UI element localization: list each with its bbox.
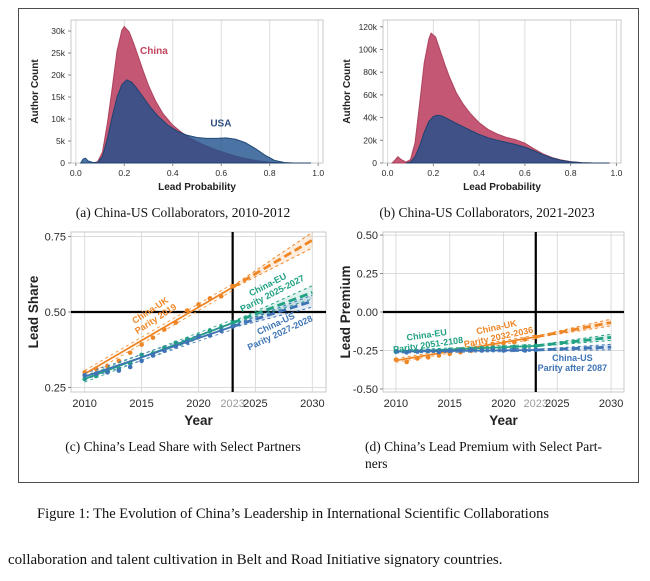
- svg-text:2023: 2023: [220, 398, 244, 410]
- svg-text:Author Count: Author Count: [342, 59, 353, 124]
- svg-text:2015: 2015: [129, 398, 153, 410]
- svg-text:30k: 30k: [51, 26, 65, 36]
- svg-text:0.6: 0.6: [215, 168, 227, 178]
- subcaption-a: (a) China-US Collaborators, 2010-2012: [75, 205, 291, 220]
- density-chart-b: 0 20k 40k 60k 80k 100k 120k 0.0 0.2 0.4 0.6 0.8 1.0 L…: [342, 19, 623, 193]
- figure-caption: Figure 1: The Evolution of China’s Leade…: [37, 506, 549, 522]
- svg-text:0.2: 0.2: [427, 168, 439, 178]
- svg-text:0.00: 0.00: [357, 307, 378, 319]
- svg-text:2030: 2030: [599, 398, 623, 410]
- svg-text:0.8: 0.8: [264, 168, 276, 178]
- svg-text:China-USParity after 2087: China-US Parity after 2087: [538, 353, 608, 373]
- svg-text:0.6: 0.6: [519, 168, 531, 178]
- svg-text:2010: 2010: [72, 398, 96, 410]
- svg-text:0.2: 0.2: [118, 168, 130, 178]
- subcaption-c: (c) China’s Lead Share with Select Partn…: [65, 439, 301, 454]
- svg-text:100k: 100k: [359, 45, 378, 55]
- svg-text:Lead Probability: Lead Probability: [463, 182, 541, 193]
- svg-text:0.0: 0.0: [382, 168, 394, 178]
- svg-text:2030: 2030: [300, 398, 324, 410]
- svg-text:2010: 2010: [384, 398, 408, 410]
- svg-text:Author Count: Author Count: [30, 59, 41, 124]
- svg-text:10k: 10k: [51, 114, 65, 124]
- svg-text:Year: Year: [184, 413, 213, 428]
- svg-text:2015: 2015: [437, 398, 461, 410]
- svg-text:20k: 20k: [51, 70, 65, 80]
- svg-text:Lead Probability: Lead Probability: [158, 182, 236, 193]
- svg-text:0.50: 0.50: [357, 230, 378, 242]
- svg-text:2023: 2023: [524, 398, 548, 410]
- svg-text:80k: 80k: [363, 67, 377, 77]
- svg-text:2025: 2025: [243, 398, 267, 410]
- panel-d: China-UKParity 2032-2036 China-EUParity 2…: [339, 225, 635, 472]
- svg-text:0: 0: [372, 158, 377, 168]
- svg-text:60k: 60k: [363, 90, 377, 100]
- body-text: collaboration and talent cultivation in …: [8, 552, 503, 568]
- panel-b: 0 20k 40k 60k 80k 100k 120k 0.0 0.2 0.4 0.6 0.8 1.0 L…: [339, 13, 635, 221]
- svg-text:0: 0: [60, 158, 65, 168]
- svg-text:2020: 2020: [186, 398, 210, 410]
- svg-text:Lead Share: Lead Share: [27, 275, 41, 348]
- svg-text:2025: 2025: [545, 398, 569, 410]
- svg-text:1.0: 1.0: [611, 168, 623, 178]
- subcaption-d-line1: (d) China’s Lead Premium with Select Par…: [365, 439, 602, 454]
- svg-text:120k: 120k: [359, 22, 378, 32]
- figure-bottom-row: China-UKParity 2019 China-EUParity 2025-2…: [27, 225, 638, 472]
- panel-a: 0 5k 10k 15k 20k 25k 30k 0.0 0.2 0.4 0.6 0.8 1.0 Lead…: [27, 13, 339, 221]
- subcaption-b: (b) China-US Collaborators, 2021-2023: [379, 205, 595, 220]
- svg-text:15k: 15k: [51, 92, 65, 102]
- svg-text:-0.25: -0.25: [353, 345, 378, 357]
- svg-text:0.8: 0.8: [565, 168, 577, 178]
- svg-text:40k: 40k: [363, 113, 377, 123]
- svg-text:China-UKParity 2019: China-UKParity 2019: [128, 293, 179, 336]
- svg-text:0.25: 0.25: [357, 269, 378, 281]
- svg-text:0.4: 0.4: [167, 168, 179, 178]
- density-chart-a: 0 5k 10k 15k 20k 25k 30k 0.0 0.2 0.4 0.6 0.8 1.0 Lead…: [30, 19, 324, 193]
- svg-text:0.0: 0.0: [70, 168, 82, 178]
- svg-text:USA: USA: [210, 118, 231, 129]
- svg-text:-0.50: -0.50: [353, 384, 378, 396]
- svg-text:0.50: 0.50: [45, 307, 66, 319]
- svg-text:1.0: 1.0: [312, 168, 324, 178]
- panel-c: China-UKParity 2019 China-EUParity 2025-2…: [27, 225, 339, 455]
- svg-text:0.4: 0.4: [473, 168, 485, 178]
- svg-text:25k: 25k: [51, 48, 65, 58]
- subcaption-d: (d) China’s Lead Premium with Select Par…: [339, 438, 635, 472]
- figure-top-row: 0 5k 10k 15k 20k 25k 30k 0.0 0.2 0.4 0.6 0.8 1.0 Lead…: [27, 13, 638, 221]
- svg-text:2020: 2020: [491, 398, 515, 410]
- svg-text:China: China: [140, 46, 168, 57]
- svg-text:20k: 20k: [363, 135, 377, 145]
- subcaption-d-line2: ners: [365, 456, 388, 471]
- svg-text:0.25: 0.25: [45, 382, 66, 394]
- figure-frame: 0 5k 10k 15k 20k 25k 30k 0.0 0.2 0.4 0.6 0.8 1.0 Lead…: [18, 8, 639, 483]
- svg-text:5k: 5k: [56, 136, 66, 146]
- svg-text:Lead Premium: Lead Premium: [339, 265, 353, 358]
- svg-text:0.75: 0.75: [45, 232, 66, 244]
- svg-text:Year: Year: [489, 413, 518, 428]
